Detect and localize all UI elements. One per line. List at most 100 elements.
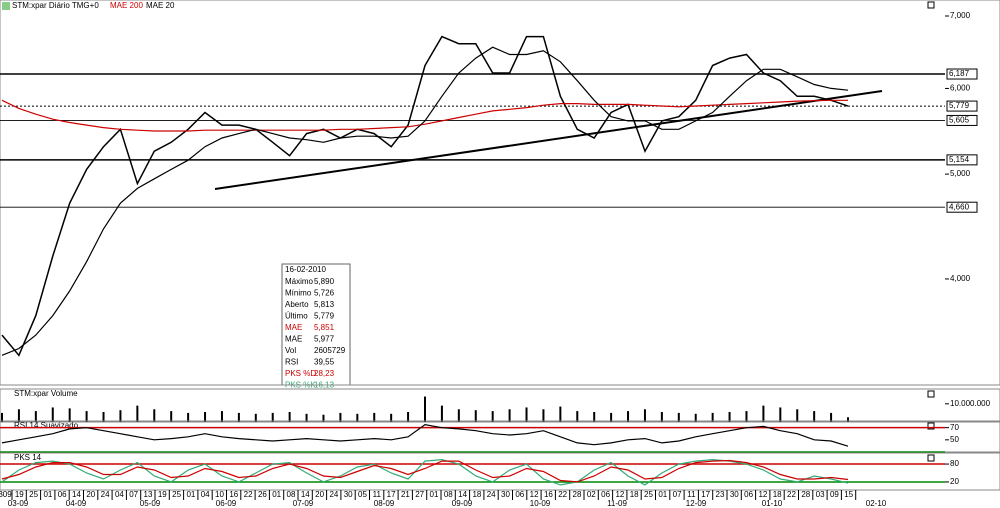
panel-title: PKS 14 — [14, 453, 42, 462]
day-label: 01 — [658, 490, 667, 499]
symbol-icon — [2, 2, 10, 10]
info-date: 16-02-2010 — [285, 265, 326, 274]
level-box — [946, 68, 978, 80]
info-value: 5,779 — [314, 312, 335, 321]
level-label: 6,187 — [949, 69, 970, 78]
day-label: 22 — [787, 490, 796, 499]
volume-bar — [153, 409, 156, 422]
day-label: 25 — [644, 490, 653, 499]
volume-bar — [51, 407, 54, 422]
volume-bar — [660, 412, 663, 422]
day-label: 15 — [844, 490, 853, 499]
info-label: MAE — [285, 323, 302, 332]
volume-bar — [305, 413, 308, 422]
panel-button — [927, 1, 935, 9]
volume-bar — [85, 411, 88, 422]
volume-bar — [525, 407, 528, 422]
info-value: 39,55 — [314, 358, 335, 367]
volume-bar — [779, 407, 782, 422]
info-value: 5,977 — [314, 335, 335, 344]
day-label: 24 — [329, 490, 338, 499]
day-label: 04 — [201, 490, 210, 499]
month-label: 07-09 — [293, 499, 314, 508]
volume-bar — [254, 413, 257, 422]
trend-line — [214, 90, 883, 190]
y-tick-label: 50 — [950, 435, 959, 444]
y-tick-label: 10.000.000 — [950, 399, 991, 408]
level-box — [946, 201, 978, 213]
day-label: 28 — [801, 490, 810, 499]
day-label: 01 — [272, 490, 281, 499]
month-label: 09-09 — [452, 499, 473, 508]
volume-bar — [593, 412, 596, 422]
day-label: 11 — [373, 490, 382, 499]
month-label: 01-10 — [762, 499, 783, 508]
day-label: 07 — [673, 490, 682, 499]
volume-bar — [796, 409, 799, 422]
info-label: Último — [285, 312, 308, 321]
info-label: Mínimo — [285, 289, 312, 298]
info-label: Vol — [285, 346, 296, 355]
series-line — [1, 46, 849, 356]
day-label: 12 — [615, 490, 624, 499]
volume-bar — [271, 412, 274, 422]
ma200-label[interactable]: MAE 200 — [110, 1, 143, 10]
volume-bar — [68, 408, 71, 422]
volume-bar — [508, 409, 511, 422]
day-label: 14 — [72, 490, 81, 499]
volume-bar — [339, 412, 342, 422]
volume-bar — [728, 412, 731, 422]
volume-bar — [237, 412, 240, 422]
day-label: 06 — [744, 490, 753, 499]
volume-bar — [288, 412, 291, 422]
month-label: 06-09 — [216, 499, 237, 508]
level-box — [946, 154, 978, 166]
series-line — [1, 423, 849, 447]
ma20-label[interactable]: MAE 20 — [146, 1, 175, 10]
volume-bar — [457, 409, 460, 422]
day-label: 19 — [158, 490, 167, 499]
y-tick-label: 4,000 — [950, 274, 971, 283]
volume-bar — [119, 410, 122, 422]
day-label: 22 — [558, 490, 567, 499]
panel-button — [927, 454, 935, 462]
volume-bar — [813, 411, 816, 422]
day-label: 10 — [215, 490, 224, 499]
volume-bar — [220, 411, 223, 422]
day-label: 26 — [258, 490, 267, 499]
y-tick-label: 5,000 — [950, 169, 971, 178]
volume-bar — [17, 409, 20, 422]
volume-bar — [762, 405, 765, 422]
panel-button — [927, 422, 935, 430]
day-label: 24 — [101, 490, 110, 499]
day-label: 16 — [229, 490, 238, 499]
day-label: 28 — [573, 490, 582, 499]
info-label: Máximo — [285, 277, 314, 286]
day-label: 13 — [144, 490, 153, 499]
volume-bar — [424, 396, 426, 422]
day-label: 30 — [730, 490, 739, 499]
info-value: 5,851 — [314, 323, 335, 332]
day-label: 30 — [344, 490, 353, 499]
volume-bar — [627, 411, 630, 422]
day-label: 01 — [43, 490, 52, 499]
volume-bar — [390, 413, 393, 422]
info-value: 5,726 — [314, 289, 335, 298]
level-label: 5,605 — [949, 116, 970, 125]
day-label: 21 — [401, 490, 410, 499]
y-tick-label: 7,000 — [950, 11, 971, 20]
panel-button — [927, 390, 935, 398]
series-line — [1, 35, 849, 357]
day-label: 08 — [444, 490, 453, 499]
day-label: 25 — [29, 490, 38, 499]
day-label: 03 — [816, 490, 825, 499]
volume-bar — [187, 412, 190, 422]
day-label: 06 — [601, 490, 610, 499]
volume-bar — [356, 413, 359, 422]
volume-bar — [559, 406, 562, 422]
info-label: MAE — [285, 335, 302, 344]
day-label: 02 — [587, 490, 596, 499]
day-label: 20 — [86, 490, 95, 499]
